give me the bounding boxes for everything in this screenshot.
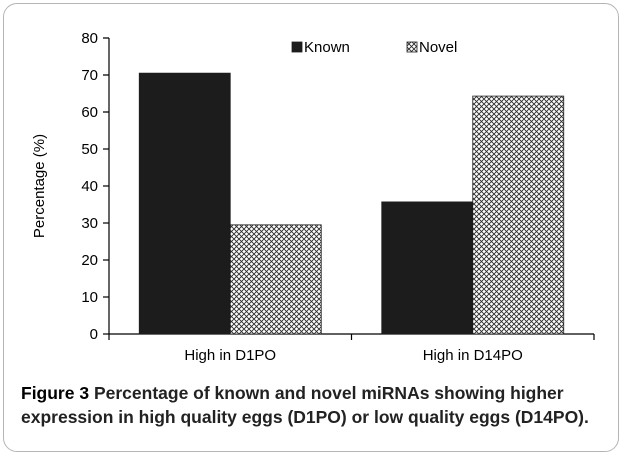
y-tick-label: 0 <box>90 326 98 343</box>
bar-novel <box>229 224 322 335</box>
y-tick-label: 80 <box>81 30 98 47</box>
x-category-label: High in D1PO <box>184 347 276 364</box>
caption-text: Percentage of known and novel miRNAs sho… <box>21 383 589 427</box>
figure-caption: Figure 3 Percentage of known and novel m… <box>21 381 611 429</box>
x-category-label: High in D14PO <box>423 347 523 364</box>
bar-chart: 0 10 20 30 40 50 60 70 80 High in D1PO High in D14… <box>31 30 595 364</box>
figure-frame: 0 10 20 30 40 50 60 70 80 High in D1PO High in D14… <box>3 3 619 452</box>
legend-swatch-novel <box>406 41 418 53</box>
y-tick-label: 60 <box>81 104 98 121</box>
bar-known <box>381 201 474 335</box>
y-tick-label: 70 <box>81 67 98 84</box>
legend-label-known: Known <box>304 39 350 56</box>
y-tick-label: 50 <box>81 141 98 158</box>
legend-label-novel: Novel <box>419 39 457 56</box>
y-axis-label: Percentage (%) <box>31 134 48 238</box>
bar-novel <box>472 95 565 335</box>
y-tick-label: 10 <box>81 289 98 306</box>
legend-swatch-known <box>291 41 303 53</box>
y-tick-label: 20 <box>81 252 98 269</box>
caption-lead: Figure 3 <box>21 383 90 403</box>
y-tick-label: 30 <box>81 215 98 232</box>
bar-known <box>138 72 231 335</box>
y-tick-label: 40 <box>81 178 98 195</box>
